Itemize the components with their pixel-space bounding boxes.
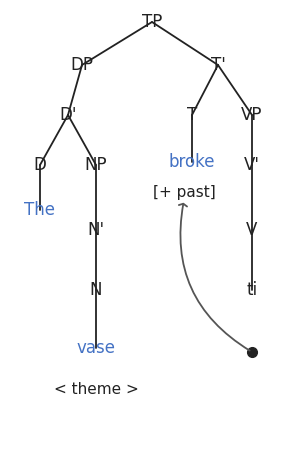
Text: D: D <box>34 156 46 174</box>
Text: VP: VP <box>241 106 263 124</box>
Text: N: N <box>90 281 102 299</box>
Text: The: The <box>24 201 56 219</box>
Text: D': D' <box>59 106 77 124</box>
Text: T: T <box>187 106 197 124</box>
Text: V': V' <box>244 156 260 174</box>
Text: T': T' <box>210 56 225 74</box>
Text: [+ past]: [+ past] <box>152 184 215 200</box>
Text: TP: TP <box>142 13 162 31</box>
Text: broke: broke <box>169 153 215 171</box>
Text: vase: vase <box>77 339 116 357</box>
Text: < theme >: < theme > <box>54 382 138 398</box>
Text: DP: DP <box>70 56 94 74</box>
Text: NP: NP <box>85 156 107 174</box>
Text: N': N' <box>88 221 105 239</box>
Text: V: V <box>246 221 258 239</box>
Text: ti: ti <box>246 281 257 299</box>
